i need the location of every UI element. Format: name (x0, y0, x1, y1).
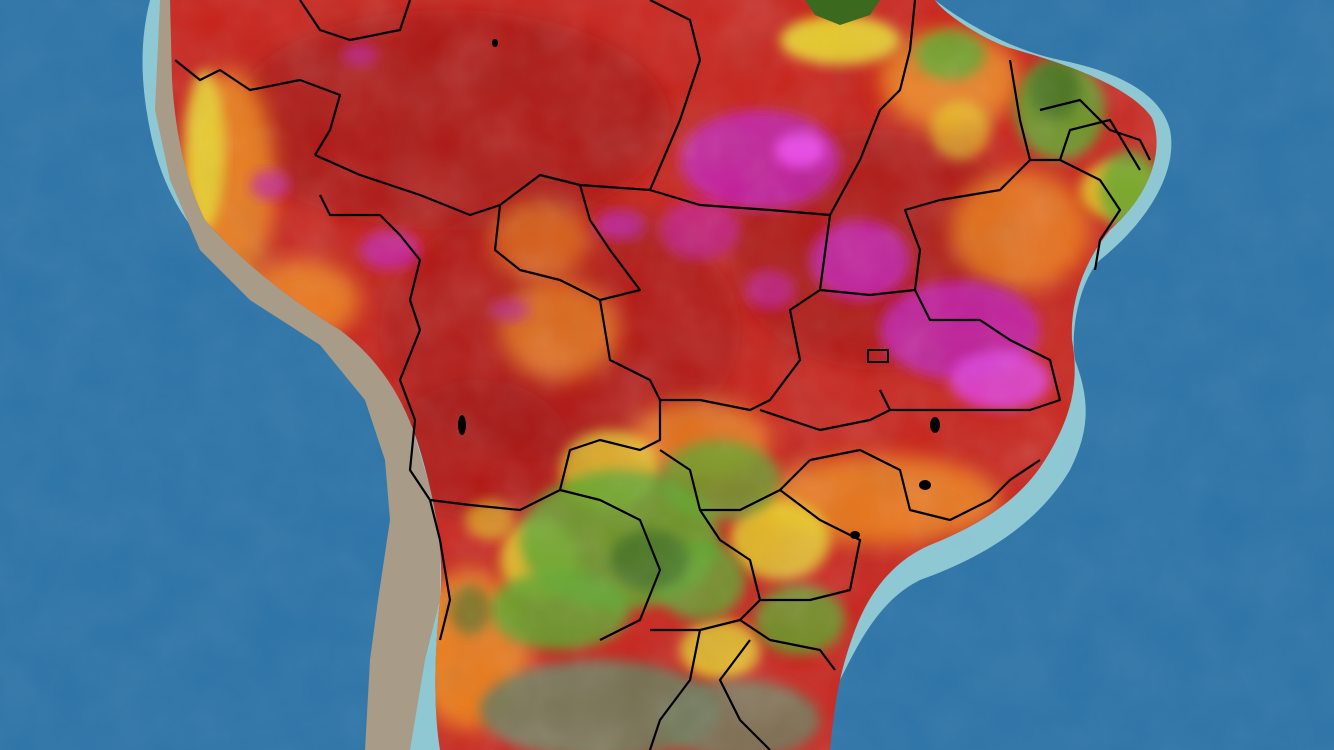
border-segment (879, 289, 1062, 412)
border-segment (739, 619, 836, 671)
border-segment (558, 400, 662, 491)
lake (458, 415, 466, 435)
lakes (458, 39, 940, 539)
border-segment (648, 629, 702, 750)
border-segment (174, 59, 342, 156)
border-segment (469, 488, 662, 641)
border-segment (759, 408, 891, 432)
border-segment (319, 194, 471, 507)
border-segment (648, 0, 702, 191)
north-coast-region (805, 0, 880, 25)
border-segment (760, 489, 862, 602)
lake (919, 480, 931, 490)
lake (492, 39, 498, 47)
border-segment (1039, 98, 1151, 161)
border-segment (314, 153, 651, 217)
border-segment (1058, 118, 1141, 171)
border-segment (718, 639, 771, 750)
federal-district (867, 349, 889, 363)
border-segment (819, 59, 1032, 297)
political-borders (174, 0, 1151, 750)
border-segment (809, 448, 1041, 522)
border-segment (649, 0, 917, 217)
border-segment (598, 214, 832, 412)
border-segment (299, 0, 412, 42)
lake (930, 417, 940, 433)
lake (850, 531, 860, 539)
border-segment (1030, 158, 1122, 271)
border-segment (428, 499, 452, 641)
border-segment (659, 449, 811, 512)
